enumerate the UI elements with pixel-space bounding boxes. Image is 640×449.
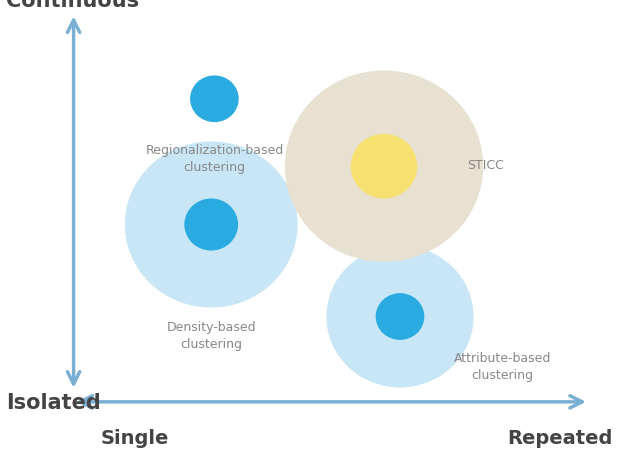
- Ellipse shape: [351, 134, 417, 198]
- Text: STICC: STICC: [467, 159, 504, 172]
- Text: Continuous: Continuous: [6, 0, 140, 11]
- Ellipse shape: [190, 75, 239, 122]
- Text: Regionalization-based
clustering: Regionalization-based clustering: [145, 144, 284, 174]
- Ellipse shape: [326, 246, 474, 387]
- Text: Repeated: Repeated: [508, 429, 612, 448]
- Text: Attribute-based
clustering: Attribute-based clustering: [454, 352, 551, 383]
- Ellipse shape: [285, 70, 483, 262]
- Ellipse shape: [376, 293, 424, 340]
- Ellipse shape: [184, 198, 238, 251]
- Text: Single: Single: [100, 429, 168, 448]
- Text: Isolated: Isolated: [6, 393, 101, 413]
- Text: Density-based
clustering: Density-based clustering: [166, 321, 256, 351]
- Ellipse shape: [125, 141, 298, 308]
